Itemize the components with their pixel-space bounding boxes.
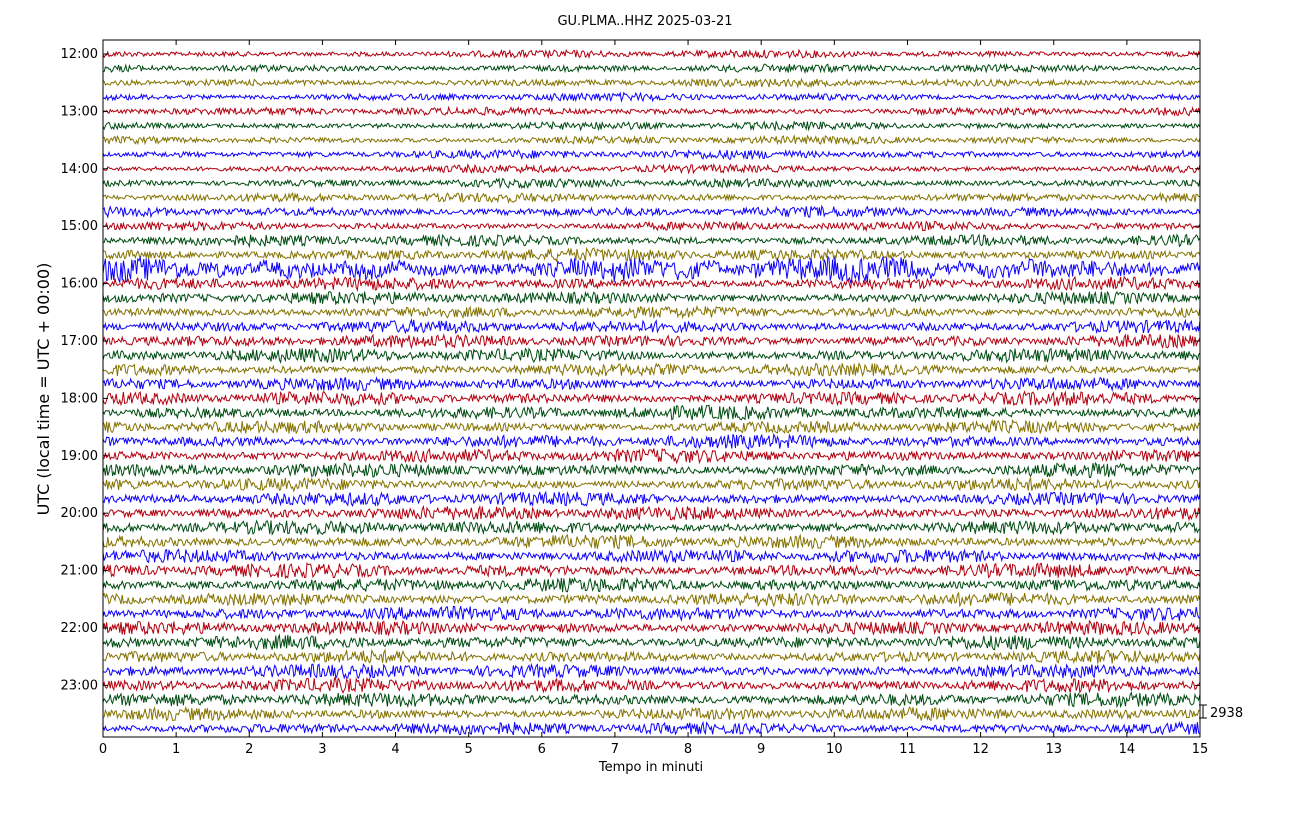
x-tick-label: 2	[245, 742, 253, 757]
seismogram-trace	[102, 490, 1201, 507]
seismogram-trace	[102, 304, 1201, 320]
seismogram-trace	[102, 562, 1201, 580]
seismogram-trace	[102, 220, 1201, 233]
x-tick-label: 6	[538, 742, 546, 757]
x-tick-label: 8	[684, 742, 692, 757]
x-tick-label: 1	[172, 742, 180, 757]
seismogram-trace	[102, 504, 1201, 522]
seismogram-trace	[102, 333, 1201, 350]
seismogram-trace	[102, 163, 1201, 175]
chart-title: GU.PLMA..HHZ 2025-03-21	[557, 14, 732, 29]
seismogram-trace	[102, 390, 1201, 408]
seismogram-trace	[102, 533, 1201, 550]
seismogram-trace	[102, 705, 1200, 722]
seismogram-trace	[102, 720, 1201, 736]
seismogram-trace	[102, 177, 1201, 190]
x-tick-label: 11	[899, 742, 916, 757]
seismogram-trace	[102, 361, 1201, 378]
y-tick-label: 20:00	[61, 506, 98, 521]
seismogram-trace	[102, 105, 1201, 117]
seismogram-trace	[103, 648, 1201, 665]
seismogram-trace	[102, 347, 1201, 365]
y-tick-label: 19:00	[61, 449, 98, 464]
seismogram-trace	[102, 148, 1201, 161]
seismogram-trace	[102, 633, 1201, 651]
seismogram-trace	[102, 134, 1201, 146]
x-axis-label: Tempo in minuti	[598, 760, 703, 775]
trace-group	[102, 48, 1201, 736]
x-tick-label: 15	[1192, 742, 1209, 757]
seismogram-trace	[102, 619, 1201, 637]
seismogram-trace	[102, 676, 1201, 694]
scale-label: 2938	[1210, 706, 1243, 721]
seismogram-trace	[102, 246, 1201, 263]
x-tick-label: 5	[465, 742, 473, 757]
scale-bar: 2938	[1199, 704, 1243, 721]
seismogram-trace	[102, 120, 1201, 132]
seismogram-trace	[102, 418, 1201, 435]
seismogram-trace	[102, 447, 1201, 465]
seismogram-trace	[102, 432, 1201, 450]
seismogram-trace	[102, 77, 1200, 89]
y-tick-label: 16:00	[61, 277, 98, 292]
seismogram-trace	[102, 191, 1200, 205]
seismogram-trace	[102, 404, 1201, 421]
seismogram-trace	[102, 519, 1201, 536]
seismogram-trace	[102, 255, 1201, 285]
y-tick-label: 13:00	[61, 104, 98, 119]
seismogram-trace	[102, 690, 1201, 709]
y-tick-label: 21:00	[61, 564, 98, 579]
x-tick-label: 12	[972, 742, 989, 757]
seismogram-trace	[102, 461, 1201, 478]
seismogram-trace	[102, 91, 1201, 103]
seismogram-trace	[102, 476, 1201, 493]
x-axis: 0 1 2 3 4 5 6 7 8 9 10 11 12 13 14 15	[99, 40, 1208, 757]
seismogram-trace	[102, 290, 1201, 306]
seismogram-trace	[102, 375, 1201, 392]
seismogram-trace	[102, 275, 1201, 293]
x-tick-label: 14	[1119, 742, 1136, 757]
seismogram-trace	[102, 62, 1200, 75]
seismogram-trace	[102, 204, 1201, 219]
x-tick-label: 0	[99, 742, 107, 757]
y-tick-label: 12:00	[61, 47, 98, 62]
seismogram-trace	[102, 548, 1201, 564]
x-tick-label: 10	[826, 742, 843, 757]
x-tick-label: 9	[757, 742, 765, 757]
x-tick-label: 7	[611, 742, 619, 757]
seismogram-trace	[102, 233, 1201, 249]
seismogram-trace	[102, 48, 1201, 60]
seismogram-trace	[102, 576, 1201, 593]
plot-frame	[102, 39, 1201, 738]
x-tick-label: 3	[318, 742, 326, 757]
y-axis: 12:00 13:00 14:00 15:00 16:00 17:00 18:00 19:00…	[61, 47, 1200, 693]
seismogram-trace	[102, 605, 1200, 623]
x-tick-label: 13	[1045, 742, 1062, 757]
y-tick-label: 22:00	[61, 621, 98, 636]
y-tick-label: 18:00	[61, 391, 98, 406]
x-tick-label: 4	[391, 742, 399, 757]
seismogram-trace	[102, 662, 1201, 681]
seismogram-trace	[102, 318, 1201, 335]
y-tick-label: 23:00	[61, 678, 98, 693]
y-tick-label: 14:00	[61, 162, 98, 177]
seismogram-trace	[102, 591, 1201, 608]
y-tick-label: 15:00	[61, 219, 98, 234]
y-axis-label: UTC (local time = UTC + 00:00)	[34, 263, 53, 516]
y-tick-label: 17:00	[61, 334, 98, 349]
